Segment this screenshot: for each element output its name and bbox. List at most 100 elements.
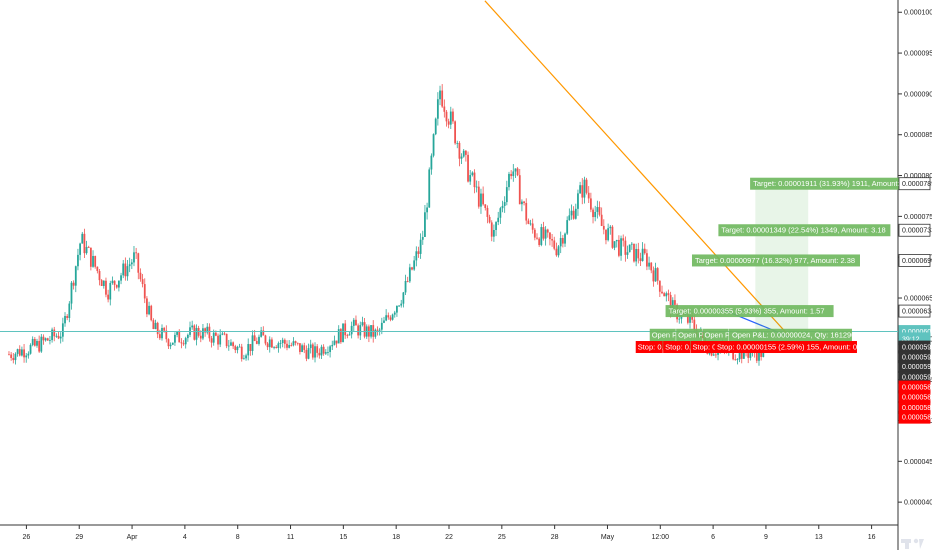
candle-body (206, 326, 209, 333)
candle-body (10, 354, 13, 358)
candle-body (193, 325, 196, 340)
candle-body (561, 238, 564, 244)
candle-body (260, 330, 263, 337)
candle-body (217, 335, 219, 345)
candle-body (333, 340, 336, 345)
candle-body (428, 169, 431, 208)
candle-body (396, 305, 398, 313)
candle-body (214, 332, 217, 336)
candle-body (352, 319, 355, 326)
candle-body (115, 284, 118, 288)
open-pnl-label: Open P&L (678, 330, 713, 339)
candle-body (663, 293, 666, 297)
candle-body (329, 346, 332, 353)
candle-body (380, 322, 383, 330)
x-tick-label: 11 (287, 534, 294, 541)
candle-body (286, 343, 288, 348)
candle-body (81, 233, 84, 244)
candle-body (568, 215, 571, 221)
candle-body (126, 266, 129, 277)
candle-body (102, 280, 105, 287)
x-tick-label: 4 (183, 534, 187, 541)
candle-body (712, 354, 715, 356)
candle-body (156, 322, 159, 335)
price-tag: 0.00007334 (902, 228, 932, 235)
price-tag-bg (898, 410, 931, 424)
candle-body (740, 350, 743, 359)
candle-body (262, 330, 265, 336)
candle-body (581, 185, 584, 198)
candle-body (251, 335, 254, 351)
candle-body (493, 229, 495, 237)
candle-body (105, 280, 107, 295)
candle-body (117, 280, 120, 288)
candle-body (583, 179, 586, 198)
candle-body (464, 150, 467, 155)
candle-body (643, 248, 646, 254)
candle-body (210, 338, 213, 343)
candle-body (415, 251, 418, 261)
tradingview-logo-icon[interactable] (898, 536, 932, 550)
stop-main: Stop: 0.00000155 (2.59%) 155, Amount: 0.… (717, 343, 868, 352)
candle-body (372, 325, 375, 337)
candle-body (452, 111, 454, 122)
candle-body (449, 111, 452, 125)
candle-body (467, 154, 469, 182)
candle-body (309, 344, 312, 349)
candle-body (191, 325, 194, 328)
candle-body (549, 232, 551, 240)
candle-body (691, 315, 694, 320)
candle-body (322, 346, 325, 354)
candle-body (128, 264, 131, 267)
candle-body (540, 227, 543, 245)
candle-body (301, 345, 303, 352)
candle-body (258, 336, 260, 344)
candle-body (305, 349, 308, 359)
candle-body (113, 280, 116, 285)
open-pnl-main: Open P&L: 0.00000024, Qty: 161290 (732, 330, 855, 339)
candle-body (148, 305, 150, 315)
candle-body (158, 334, 161, 339)
candle-body (212, 332, 215, 343)
candle-body (255, 341, 258, 344)
candle-body (633, 243, 635, 262)
candle-body (150, 305, 153, 321)
open-pnl-label: Open P&L (705, 330, 740, 339)
x-tick-label: May (601, 534, 615, 541)
candle-body (585, 179, 588, 193)
candle-body (436, 99, 439, 119)
x-tick-label: 29 (75, 534, 83, 541)
candle-body (497, 217, 500, 223)
x-tick-label: 6 (711, 534, 715, 541)
candle-body (232, 342, 235, 347)
candle-body (283, 339, 286, 344)
candle-body (109, 283, 112, 300)
candle-body (344, 323, 347, 336)
candle-body (544, 229, 547, 239)
candle-body (529, 223, 532, 225)
candle-body (656, 268, 659, 281)
candle-body (734, 359, 737, 361)
candle-body (307, 348, 310, 359)
candle-body (281, 339, 284, 343)
price-tag: 0.00006962 (902, 258, 932, 265)
candle-body (434, 118, 437, 135)
candle-body (51, 329, 53, 341)
candle-body (120, 275, 122, 281)
candle-body (570, 210, 573, 216)
candle-body (146, 298, 148, 315)
candle-body (292, 341, 295, 346)
candle-body (87, 246, 90, 248)
x-tick-label: 15 (339, 534, 347, 541)
candle-body (391, 314, 394, 320)
price-tag: 0.00005830 (902, 385, 932, 392)
candle-body (337, 329, 340, 344)
x-tick-label: 28 (551, 534, 559, 541)
candle-body (271, 339, 273, 348)
candle-body (419, 239, 422, 254)
target-label-bg (718, 224, 891, 237)
candle-body (572, 210, 575, 219)
candle-body (523, 201, 525, 203)
candle-body (199, 335, 202, 339)
